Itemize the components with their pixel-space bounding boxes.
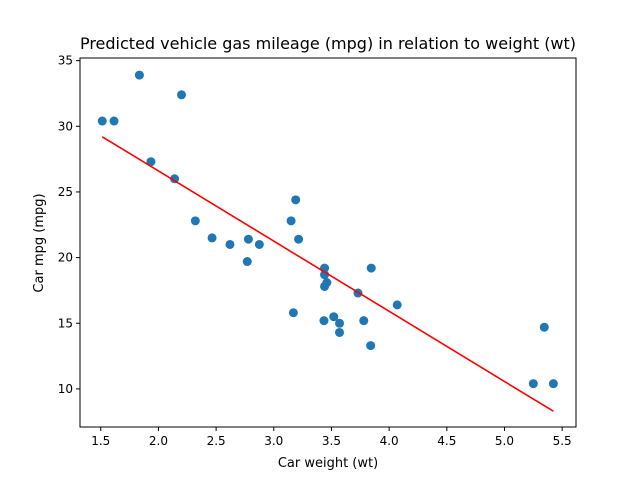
plot-frame [79,57,577,428]
x-tick-label-0: 1.5 [91,434,110,448]
x-tick-label-4: 3.5 [322,434,341,448]
regression-line [101,136,554,412]
scatter-point-27 [366,263,376,273]
scatter-point-7 [207,233,217,243]
y-tick-label-1: 15 [58,316,73,330]
x-tick-label-8: 5.5 [553,434,572,448]
scatter-point-0 [97,116,107,126]
scatter-point-26 [366,341,376,351]
scatter-point-13 [288,308,298,318]
y-tick-label-5: 35 [58,54,73,68]
scatter-point-6 [190,216,200,226]
scatter-point-20 [322,278,332,288]
x-tick-label-7: 5.0 [495,434,514,448]
scatter-point-14 [291,195,301,205]
scatter-point-16 [319,316,329,326]
scatter-point-8 [225,239,235,249]
plot-area: 1.5 2.0 2.5 3.0 3.5 4.0 4.5 5.0 5.5 10 15 20 25 30 35 [58,54,577,448]
scatter-point-12 [286,216,296,226]
scatter-point-5 [177,90,187,100]
scatter-point-21 [329,312,339,322]
scatter-point-11 [254,239,264,249]
y-tick-label-2: 20 [58,251,73,265]
chart-title: Predicted vehicle gas mileage (mpg) in r… [80,34,576,53]
scatter-point-1 [109,116,119,126]
scatter-point-31 [548,379,558,389]
x-tick-label-1: 2.0 [149,434,168,448]
x-tick-label-6: 4.5 [437,434,456,448]
scatter-point-23 [335,318,345,328]
x-axis-label: Car weight (wt) [278,456,378,471]
y-tick-label-3: 25 [58,185,73,199]
y-tick-label-4: 30 [58,119,73,133]
scatter-point-25 [359,316,369,326]
scatter-point-4 [170,174,180,184]
scatter-point-17 [320,270,330,280]
scatter-point-3 [146,157,156,167]
scatter-point-2 [134,70,144,80]
scatter-point-22 [335,327,345,337]
scatter-point-15 [294,234,304,244]
scatter-point-29 [528,379,538,389]
scatter-point-10 [243,234,253,244]
scatter-point-9 [242,257,252,267]
x-tick-label-5: 4.0 [380,434,399,448]
y-tick-label-0: 10 [58,382,73,396]
x-tick-label-3: 3.0 [264,434,283,448]
y-axis-label: Car mpg (mpg) [32,193,47,292]
scatter-point-30 [539,322,549,332]
x-tick-label-2: 2.5 [207,434,226,448]
scatter-point-28 [392,300,402,310]
